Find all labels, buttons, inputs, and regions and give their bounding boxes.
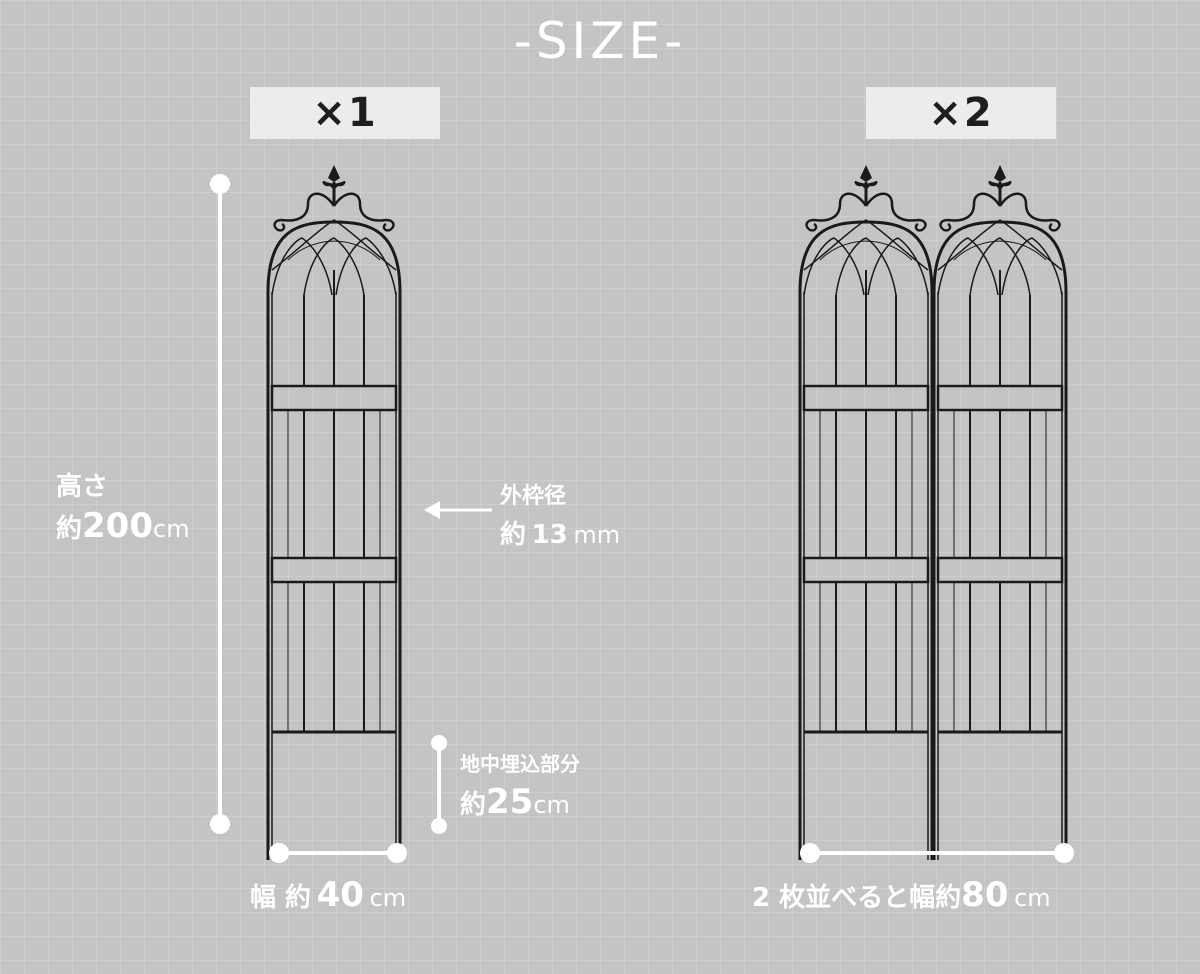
frame-prefix: 約 <box>500 520 527 550</box>
trellis-panel-icon <box>932 163 1068 862</box>
badge-single: ×1 <box>250 87 440 139</box>
badge-double: ×2 <box>866 87 1056 139</box>
width-single-unit: cm <box>369 884 407 912</box>
width-double-unit: cm <box>1014 884 1051 912</box>
width-dimension-line-double <box>800 843 1074 863</box>
buried-value-group: 約25cm <box>460 782 570 822</box>
frame-label: 外枠径 <box>500 484 567 509</box>
width-double-value: 80 <box>961 875 1009 915</box>
height-value: 200 <box>82 506 153 546</box>
buried-dimension-line <box>431 735 447 834</box>
page-title: -SIZE- <box>513 12 687 70</box>
arrow-left-icon <box>424 501 492 519</box>
width-double-prefix: 2 枚並べると幅約 <box>752 883 962 913</box>
height-prefix: 約 <box>56 514 83 544</box>
buried-value: 25 <box>486 782 534 822</box>
height-value-group: 約200cm <box>56 506 190 546</box>
width-single-value: 40 <box>316 875 364 915</box>
frame-value: 13 <box>531 520 568 550</box>
width-single-prefix: 幅 約 <box>250 883 312 913</box>
height-dimension-line <box>210 174 230 834</box>
buried-unit: cm <box>533 791 570 819</box>
height-unit: cm <box>153 515 190 543</box>
buried-label: 地中埋込部分 <box>460 752 580 776</box>
width-dimension-line-single <box>269 843 407 863</box>
buried-prefix: 約 <box>460 790 487 820</box>
trellis-panel-icon <box>798 163 934 862</box>
width-single-group: 幅 約 40 cm <box>250 875 406 915</box>
height-label: 高さ <box>56 472 109 502</box>
width-double-group: 2 枚並べると幅約80 cm <box>752 875 1051 915</box>
frame-unit: mm <box>573 521 621 549</box>
trellis-panel-icon <box>266 163 402 862</box>
frame-value-group: 約 13 mm <box>500 514 620 551</box>
